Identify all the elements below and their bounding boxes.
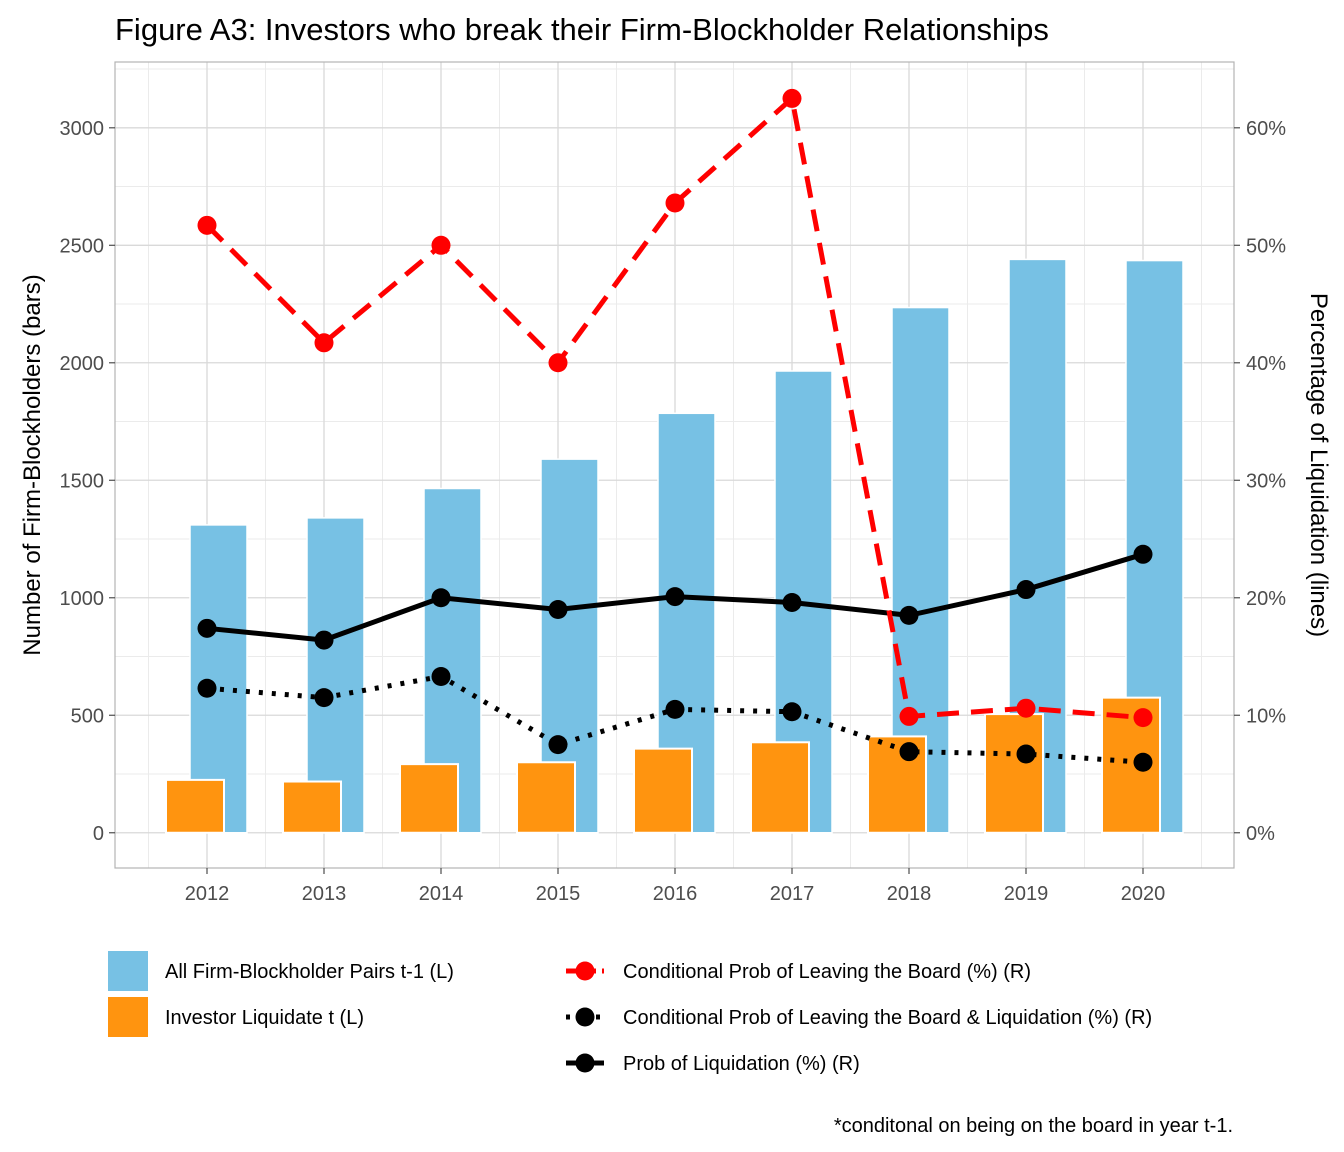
y2-tick-label: 0% (1246, 823, 1275, 845)
x-tick-label: 2015 (536, 883, 581, 905)
legend-key-bar (108, 997, 148, 1037)
x-tick-label: 2019 (1004, 883, 1049, 905)
legend-label: Conditional Prob of Leaving the Board (%… (623, 961, 1031, 983)
point-solid (1016, 580, 1036, 600)
y-tick-label: 500 (71, 705, 104, 727)
bar-investor-liquidate (165, 778, 225, 834)
point-solid (197, 618, 217, 638)
legend-key-point (575, 1053, 595, 1073)
point-dashed (899, 706, 919, 726)
point-dashed (197, 215, 217, 235)
point-solid (665, 587, 685, 607)
x-tick-label: 2013 (302, 883, 347, 905)
point-dashed (782, 88, 802, 108)
x-tick-label: 2012 (185, 883, 230, 905)
point-dotted (431, 666, 451, 686)
point-solid (431, 588, 451, 608)
legend-label: Conditional Prob of Leaving the Board & … (623, 1007, 1152, 1029)
y-axis-title: Number of Firm-Blockholders (bars) (19, 274, 46, 655)
y-tick-label: 0 (93, 823, 104, 845)
x-tick-label: 2020 (1121, 883, 1166, 905)
legend-label: Prob of Liquidation (%) (R) (623, 1053, 860, 1075)
legend-label: Investor Liquidate t (L) (165, 1007, 364, 1029)
point-dashed (431, 235, 451, 255)
y2-tick-label: 40% (1246, 353, 1286, 375)
y2-axis-title: Percentage of Liquidation (lines) (1305, 293, 1332, 637)
point-dotted (899, 742, 919, 762)
point-solid (782, 592, 802, 612)
axes: 0 500 1000 1500 2000 2500 3000 0% 10% 20% 30% 40% 50… (60, 118, 1287, 905)
bar-investor-liquidate (633, 747, 693, 834)
point-dashed (314, 333, 334, 353)
chart-title: Figure A3: Investors who break their Fir… (115, 12, 1049, 47)
legend: All Firm-Blockholder Pairs t-1 (L) Invest… (108, 951, 1152, 1075)
point-solid (548, 600, 568, 620)
y-tick-label: 2000 (60, 353, 105, 375)
x-tick-label: 2018 (887, 883, 932, 905)
point-dotted (1133, 752, 1153, 772)
bar-investor-liquidate (750, 741, 810, 834)
point-solid (1133, 544, 1153, 564)
bar-investor-liquidate (516, 761, 576, 834)
lines (197, 88, 1153, 772)
footnote: *conditonal on being on the board in yea… (834, 1115, 1233, 1137)
point-dotted (665, 699, 685, 719)
x-tick-label: 2017 (770, 883, 815, 905)
y-tick-label: 3000 (60, 118, 105, 140)
x-tick-label: 2014 (419, 883, 464, 905)
point-dotted (197, 678, 217, 698)
point-dotted (1016, 744, 1036, 764)
y-tick-label: 1500 (60, 470, 105, 492)
point-solid (899, 605, 919, 625)
bar-investor-liquidate (282, 780, 342, 834)
point-dotted (548, 735, 568, 755)
legend-label: All Firm-Blockholder Pairs t-1 (L) (165, 961, 454, 983)
point-dotted (782, 702, 802, 722)
y-tick-label: 1000 (60, 588, 105, 610)
legend-key-point (575, 961, 595, 981)
bar-investor-liquidate (984, 713, 1044, 834)
point-dashed (665, 193, 685, 213)
y2-tick-label: 20% (1246, 588, 1286, 610)
y2-tick-label: 30% (1246, 470, 1286, 492)
bar-investor-liquidate (399, 763, 459, 834)
y2-tick-label: 10% (1246, 705, 1286, 727)
point-dashed (548, 353, 568, 373)
point-dotted (314, 688, 334, 708)
y2-tick-label: 60% (1246, 118, 1286, 140)
point-dashed (1133, 708, 1153, 728)
y-tick-label: 2500 (60, 235, 105, 257)
point-dashed (1016, 698, 1036, 718)
bar-all-pairs (306, 517, 365, 834)
legend-key-point (575, 1007, 595, 1027)
x-tick-label: 2016 (653, 883, 698, 905)
y2-tick-label: 50% (1246, 235, 1286, 257)
point-solid (314, 630, 334, 650)
series-line-dotted (206, 673, 1144, 765)
legend-key-bar (108, 951, 148, 991)
